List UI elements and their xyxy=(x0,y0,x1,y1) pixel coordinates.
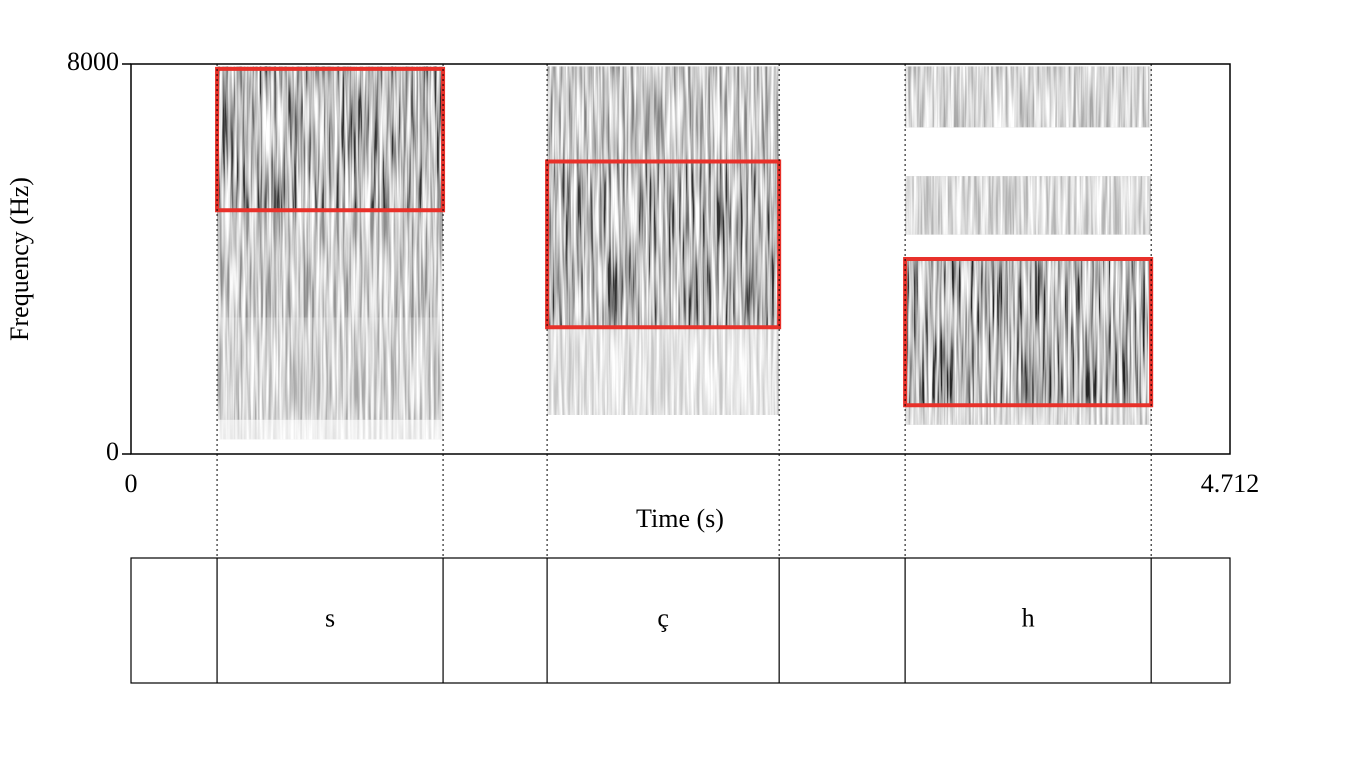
y-axis-title: Frequency (Hz) xyxy=(5,177,34,341)
interval-label: s xyxy=(325,603,335,632)
highlight-box xyxy=(903,257,1154,408)
overlay: s ç h 0 8000 0 4.712 xyxy=(67,47,1259,683)
energy-band xyxy=(217,419,444,440)
plot-frame xyxy=(130,63,1231,455)
energy-band xyxy=(905,405,1152,425)
interval-label: h xyxy=(1022,603,1035,632)
x-axis-title: Time (s) xyxy=(636,504,724,533)
energy-band xyxy=(217,210,444,318)
x-tick-label: 0 xyxy=(125,469,138,498)
energy-band xyxy=(905,66,1152,128)
spectrogram xyxy=(217,66,1152,440)
energy-band xyxy=(905,176,1152,235)
energy-band xyxy=(217,66,444,211)
x-tick-label: 4.712 xyxy=(1201,469,1260,498)
energy-band xyxy=(905,259,1152,406)
tier-frame xyxy=(130,557,1231,684)
y-tick-label: 0 xyxy=(106,437,119,466)
energy-band xyxy=(547,66,780,162)
y-tick-label: 8000 xyxy=(67,47,119,76)
interval-label: ç xyxy=(657,603,669,632)
energy-band xyxy=(547,161,780,328)
energy-band xyxy=(547,327,780,415)
energy-band xyxy=(217,317,444,420)
